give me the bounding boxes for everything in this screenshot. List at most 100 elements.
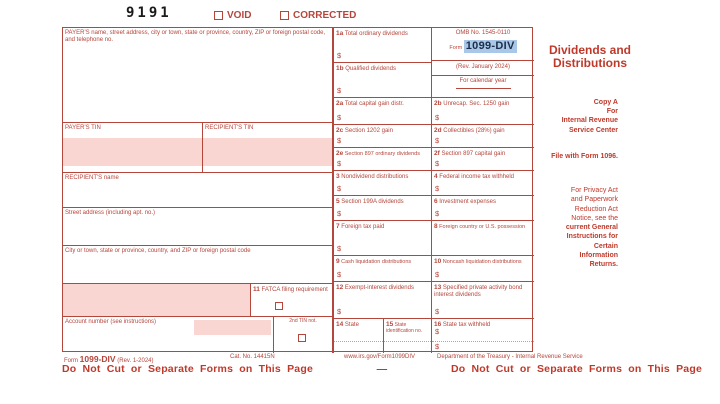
box-3[interactable]: 3 Nondividend distributions $ bbox=[333, 171, 431, 196]
corrected-checkbox[interactable] bbox=[280, 11, 289, 20]
box-5[interactable]: 5 Section 199A dividends $ bbox=[333, 196, 431, 221]
box-1b[interactable]: 1b Qualified dividends $ bbox=[333, 63, 431, 98]
dollar-sign: $ bbox=[435, 307, 440, 317]
box-2d-label: Collectibles (28%) gain bbox=[443, 128, 505, 134]
payer-info-box[interactable]: PAYER'S name, street address, city or to… bbox=[63, 28, 333, 123]
box-15[interactable]: 15 State identification no. bbox=[383, 319, 431, 353]
box-5-number: 5 bbox=[336, 198, 340, 205]
recipient-name-box[interactable]: RECIPIENT'S name bbox=[63, 173, 333, 208]
box-12-number: 12 bbox=[336, 284, 344, 291]
footer-form-number: 1099-DIV bbox=[79, 354, 116, 364]
revision-line: (Rev. January 2024) bbox=[432, 61, 534, 76]
dollar-sign: $ bbox=[337, 244, 342, 254]
street-address-box[interactable]: Street address (including apt. no.) bbox=[63, 208, 333, 246]
box-2e-label: Section 897 ordinary dividends bbox=[344, 151, 420, 157]
box-8[interactable]: 8 Foreign country or U.S. possession bbox=[431, 221, 534, 256]
omb-number: OMB No. 1545-0110 bbox=[455, 30, 511, 36]
second-tin-checkbox[interactable] bbox=[298, 334, 306, 342]
box-10-number: 10 bbox=[434, 258, 442, 265]
shaded-blank-band[interactable] bbox=[63, 284, 251, 317]
cut-warning-left: Do Not Cut or Separate Forms on This Pag… bbox=[62, 363, 313, 375]
dollar-sign: $ bbox=[435, 209, 440, 219]
dollar-sign: $ bbox=[435, 342, 440, 351]
box-2c-number: 2c bbox=[336, 127, 344, 134]
box-1b-number: 1b bbox=[336, 65, 344, 72]
dollar-sign: $ bbox=[337, 159, 342, 169]
form-word: Form bbox=[449, 44, 463, 51]
box-10[interactable]: 10 Noncash liquidation distributions $ bbox=[431, 256, 534, 282]
box-13-label: Specified private activity bond interest… bbox=[434, 285, 523, 298]
box-4-number: 4 bbox=[434, 173, 438, 180]
calendar-year-label: For calendar year bbox=[459, 78, 507, 84]
box-2c[interactable]: 2c Section 1202 gain $ bbox=[333, 125, 431, 148]
box-2b-number: 2b bbox=[434, 100, 442, 107]
box-9[interactable]: 9 Cash liquidation distributions $ bbox=[333, 256, 431, 282]
dollar-sign: $ bbox=[435, 136, 440, 146]
city-box[interactable]: City or town, state or province, country… bbox=[63, 246, 333, 284]
box-1b-label: Qualified dividends bbox=[345, 66, 396, 72]
box-2b-label: Unrecap. Sec. 1250 gain bbox=[443, 101, 510, 107]
box-12-label: Exempt-interest dividends bbox=[344, 285, 414, 291]
box-14-number: 14 bbox=[336, 321, 344, 328]
box-12[interactable]: 12 Exempt-interest dividends $ bbox=[333, 282, 431, 319]
box-2a[interactable]: 2a Total capital gain distr. $ bbox=[333, 98, 431, 125]
box-2e[interactable]: 2e Section 897 ordinary dividends $ bbox=[333, 148, 431, 171]
dollar-sign: $ bbox=[337, 209, 342, 219]
state-row-divider bbox=[432, 341, 534, 342]
street-address-label: Street address (including apt. no.) bbox=[65, 210, 156, 216]
cut-warning-dash: — bbox=[376, 363, 388, 375]
recipient-name-label: RECIPIENT'S name bbox=[65, 175, 119, 181]
box-2d[interactable]: 2d Collectibles (28%) gain $ bbox=[431, 125, 534, 148]
box-2c-label: Section 1202 gain bbox=[344, 128, 393, 134]
form-title: Dividends and Distributions bbox=[548, 43, 631, 71]
box-4[interactable]: 4 Federal income tax withheld $ bbox=[431, 171, 534, 196]
box-7[interactable]: 7 Foreign tax paid $ bbox=[333, 221, 431, 256]
account-input-band[interactable] bbox=[194, 320, 271, 335]
corrected-label: CORRECTED bbox=[293, 10, 357, 21]
box-2e-number: 2e bbox=[336, 150, 344, 157]
box-5-label: Section 199A dividends bbox=[341, 199, 404, 205]
cut-warning-line: Do Not Cut or Separate Forms on This Pag… bbox=[62, 363, 702, 375]
box-14[interactable]: 14 State bbox=[333, 319, 383, 353]
dollar-sign: $ bbox=[337, 307, 342, 317]
box-9-label: Cash liquidation distributions bbox=[341, 259, 412, 265]
cut-warning-right: Do Not Cut or Separate Forms on This Pag… bbox=[451, 363, 702, 375]
box-16[interactable]: 16 State tax withheld $ $ bbox=[431, 319, 534, 353]
calendar-year-blank[interactable] bbox=[455, 87, 511, 89]
void-option: VOID bbox=[214, 10, 251, 21]
account-number-box[interactable]: Account number (see instructions) bbox=[63, 317, 274, 353]
box-13-number: 13 bbox=[434, 284, 442, 291]
box-3-label: Nondividend distributions bbox=[341, 174, 409, 180]
form-print-code: 9191 bbox=[126, 5, 172, 21]
payer-tin-box[interactable]: PAYER'S TIN bbox=[63, 123, 203, 173]
dollar-sign: $ bbox=[337, 51, 342, 61]
box-6-number: 6 bbox=[434, 198, 438, 205]
second-tin-box: 2nd TIN not. bbox=[274, 317, 333, 353]
recipient-tin-box[interactable]: RECIPIENT'S TIN bbox=[203, 123, 333, 173]
box-1a[interactable]: 1a Total ordinary dividends $ bbox=[333, 28, 431, 63]
privacy-notice: For Privacy Act and Paperwork Reduction … bbox=[528, 177, 618, 269]
dollar-sign: $ bbox=[337, 184, 342, 194]
fatca-number: 11 bbox=[253, 286, 260, 293]
tin-input-band[interactable] bbox=[63, 138, 333, 166]
irs-url: www.irs.gov/Form1099DIV bbox=[344, 354, 416, 360]
fatca-checkbox[interactable] bbox=[275, 302, 283, 310]
footer-revision: (Rev. 1-2024) bbox=[117, 358, 154, 364]
fatca-box: 11 FATCA filing requirement bbox=[251, 284, 333, 317]
box-13[interactable]: 13 Specified private activity bond inter… bbox=[431, 282, 534, 319]
void-label: VOID bbox=[227, 10, 252, 21]
box-15-number: 15 bbox=[386, 321, 394, 328]
box-6[interactable]: 6 Investment expenses $ bbox=[431, 196, 534, 221]
box-8-label: Foreign country or U.S. possession bbox=[439, 224, 526, 230]
box-14-label: State bbox=[344, 322, 359, 328]
box-2f[interactable]: 2f Section 897 capital gain $ bbox=[431, 148, 534, 171]
box-15-label: State identification no. bbox=[386, 322, 423, 334]
box-2b[interactable]: 2b Unrecap. Sec. 1250 gain $ bbox=[431, 98, 534, 125]
state-row-divider bbox=[384, 341, 431, 342]
box-2f-label: Section 897 capital gain bbox=[441, 151, 506, 157]
void-checkbox[interactable] bbox=[214, 11, 223, 20]
box-7-number: 7 bbox=[336, 223, 340, 230]
box-2a-label: Total capital gain distr. bbox=[344, 101, 404, 107]
dollar-sign: $ bbox=[435, 327, 440, 336]
